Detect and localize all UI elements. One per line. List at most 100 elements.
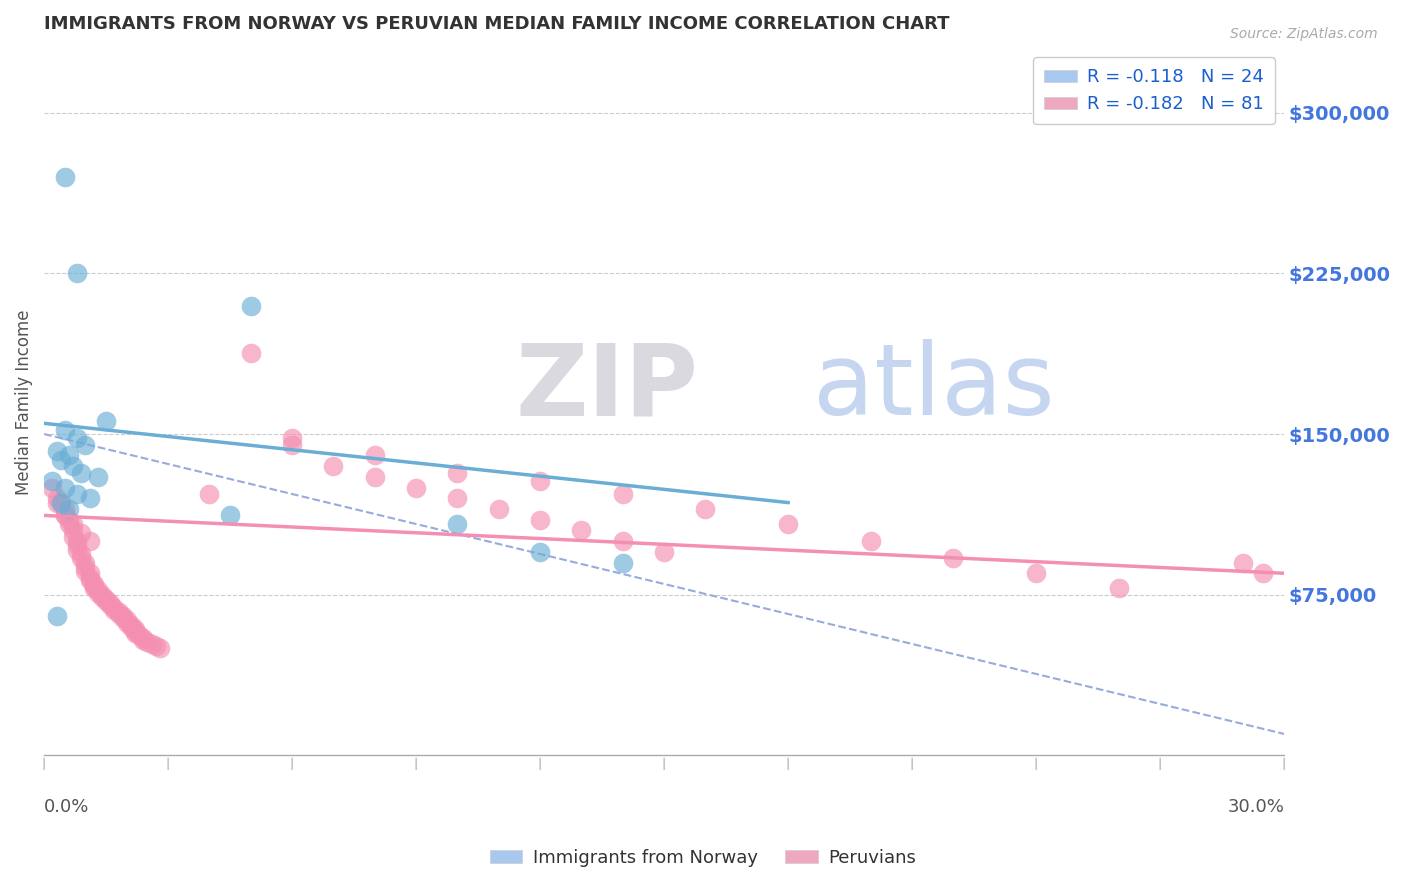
Point — [98, 599, 121, 613]
Point — [91, 590, 114, 604]
Point — [111, 609, 134, 624]
Point — [83, 577, 105, 591]
Point — [107, 607, 129, 621]
Text: 0.0%: 0.0% — [44, 797, 90, 816]
Point — [111, 611, 134, 625]
Point — [45, 495, 67, 509]
Point — [70, 551, 93, 566]
Point — [128, 628, 150, 642]
Point — [115, 614, 138, 628]
Point — [145, 639, 167, 653]
Point — [83, 579, 105, 593]
Point — [79, 566, 101, 581]
Point — [53, 502, 76, 516]
Point — [529, 474, 551, 488]
Y-axis label: Median Family Income: Median Family Income — [15, 310, 32, 495]
Point — [1253, 566, 1275, 581]
Point — [120, 620, 142, 634]
Point — [70, 466, 93, 480]
Point — [141, 637, 163, 651]
Point — [62, 530, 84, 544]
Point — [70, 525, 93, 540]
Point — [859, 534, 882, 549]
Point — [66, 431, 89, 445]
Text: ZIP: ZIP — [516, 339, 699, 436]
Point — [83, 581, 105, 595]
Point — [322, 459, 344, 474]
Legend: R = -0.118   N = 24, R = -0.182   N = 81: R = -0.118 N = 24, R = -0.182 N = 81 — [1033, 57, 1275, 124]
Point — [75, 564, 97, 578]
Point — [107, 605, 129, 619]
Point — [70, 547, 93, 561]
Point — [87, 585, 110, 599]
Point — [446, 466, 468, 480]
Point — [53, 423, 76, 437]
Point — [405, 481, 427, 495]
Point — [41, 474, 63, 488]
Point — [103, 600, 125, 615]
Point — [49, 495, 72, 509]
Point — [62, 524, 84, 538]
Point — [53, 508, 76, 523]
Point — [79, 491, 101, 506]
Point — [98, 596, 121, 610]
Point — [529, 545, 551, 559]
Point — [612, 487, 634, 501]
Point — [124, 624, 146, 639]
Point — [79, 570, 101, 584]
Point — [1232, 556, 1254, 570]
Point — [132, 632, 155, 647]
Point — [488, 502, 510, 516]
Point — [695, 502, 717, 516]
Point — [446, 491, 468, 506]
Point — [281, 431, 304, 445]
Point — [87, 583, 110, 598]
Text: IMMIGRANTS FROM NORWAY VS PERUVIAN MEDIAN FAMILY INCOME CORRELATION CHART: IMMIGRANTS FROM NORWAY VS PERUVIAN MEDIA… — [44, 15, 949, 33]
Point — [94, 591, 117, 606]
Point — [364, 470, 387, 484]
Point — [115, 615, 138, 630]
Point — [49, 495, 72, 509]
Text: Source: ZipAtlas.com: Source: ZipAtlas.com — [1230, 27, 1378, 41]
Point — [198, 487, 221, 501]
Point — [53, 508, 76, 523]
Point — [66, 487, 89, 501]
Point — [79, 573, 101, 587]
Point — [219, 508, 242, 523]
Point — [58, 513, 80, 527]
Point — [66, 266, 89, 280]
Point — [136, 635, 159, 649]
Point — [94, 414, 117, 428]
Point — [529, 513, 551, 527]
Point — [778, 516, 800, 531]
Point — [58, 516, 80, 531]
Point — [364, 449, 387, 463]
Point — [446, 516, 468, 531]
Point — [75, 556, 97, 570]
Point — [79, 534, 101, 549]
Point — [942, 551, 965, 566]
Point — [53, 169, 76, 184]
Legend: Immigrants from Norway, Peruvians: Immigrants from Norway, Peruvians — [482, 842, 924, 874]
Point — [45, 609, 67, 624]
Point — [66, 538, 89, 552]
Point — [612, 534, 634, 549]
Point — [124, 622, 146, 636]
Point — [281, 438, 304, 452]
Point — [94, 594, 117, 608]
Point — [41, 481, 63, 495]
Point — [49, 452, 72, 467]
Point — [239, 345, 262, 359]
Point — [571, 524, 593, 538]
Point — [1108, 581, 1130, 595]
Point — [58, 449, 80, 463]
Point — [239, 298, 262, 312]
Point — [75, 438, 97, 452]
Point — [45, 491, 67, 506]
Point — [91, 588, 114, 602]
Text: atlas: atlas — [813, 339, 1054, 436]
Point — [66, 542, 89, 557]
Point — [103, 603, 125, 617]
Point — [66, 534, 89, 549]
Text: 30.0%: 30.0% — [1227, 797, 1284, 816]
